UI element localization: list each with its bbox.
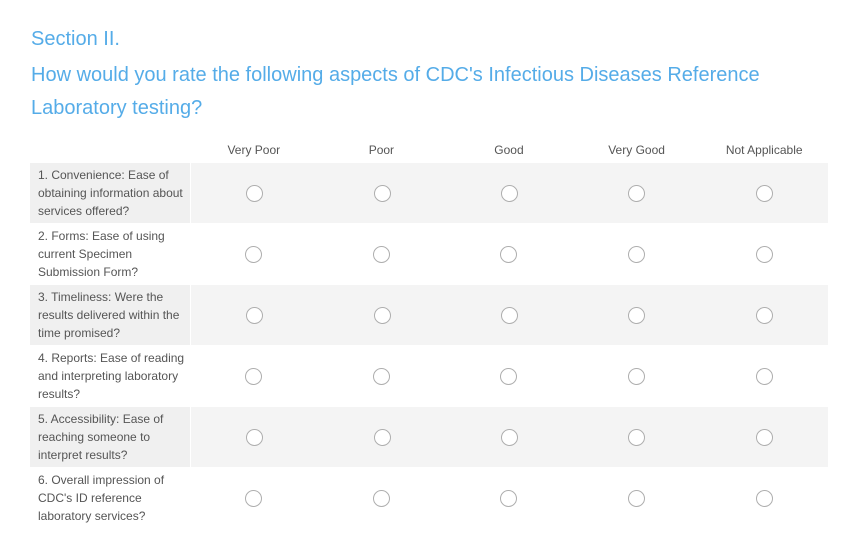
option-cell xyxy=(573,407,700,467)
radio-q3-poor[interactable] xyxy=(373,306,391,324)
option-cell xyxy=(191,285,318,345)
row-1-options xyxy=(190,163,828,223)
radio-q1-poor[interactable] xyxy=(373,184,391,202)
option-cell xyxy=(446,163,573,223)
option-cell xyxy=(318,407,445,467)
row-5-options xyxy=(190,407,828,467)
radio-q5-good[interactable] xyxy=(501,428,519,446)
radio-q1-very-good[interactable] xyxy=(628,184,646,202)
question-text: How would you rate the following aspects… xyxy=(31,64,760,119)
option-cell xyxy=(446,285,573,345)
option-cell xyxy=(191,163,318,223)
radio-q3-very-poor[interactable] xyxy=(246,306,264,324)
radio-q4-good[interactable] xyxy=(500,367,518,385)
radio-q2-poor[interactable] xyxy=(372,245,390,263)
option-cell xyxy=(445,224,573,284)
radio-q6-poor[interactable] xyxy=(372,489,390,507)
radio-q1-good[interactable] xyxy=(501,184,519,202)
matrix-row-4: 4. Reports: Ease of reading and interpre… xyxy=(30,346,828,406)
option-cell xyxy=(190,224,318,284)
option-cell xyxy=(191,407,318,467)
radio-q4-very-poor[interactable] xyxy=(245,367,263,385)
row-label-2: 2. Forms: Ease of using current Specimen… xyxy=(38,229,165,279)
row-3-options xyxy=(190,285,828,345)
matrix-row-6: 6. Overall impression of CDC's ID refere… xyxy=(30,468,828,528)
option-cell xyxy=(318,346,446,406)
option-cell xyxy=(445,346,573,406)
radio-q5-very-poor[interactable] xyxy=(246,428,264,446)
option-cell xyxy=(318,285,445,345)
radio-q3-very-good[interactable] xyxy=(628,306,646,324)
option-cell xyxy=(573,346,701,406)
column-header-good: Good xyxy=(494,142,524,157)
radio-q6-not-applicable[interactable] xyxy=(755,489,773,507)
option-cell xyxy=(700,346,828,406)
radio-q4-poor[interactable] xyxy=(372,367,390,385)
row-4-options xyxy=(190,346,828,406)
radio-q3-not-applicable[interactable] xyxy=(755,306,773,324)
row-label-4: 4. Reports: Ease of reading and interpre… xyxy=(38,351,185,401)
radio-q2-very-poor[interactable] xyxy=(245,245,263,263)
radio-q2-not-applicable[interactable] xyxy=(755,245,773,263)
row-label-5: 5. Accessibility: Ease of reaching someo… xyxy=(30,407,190,467)
row-label-6: 6. Overall impression of CDC's ID refere… xyxy=(38,473,165,523)
matrix-row-3: 3. Timeliness: Were the results delivere… xyxy=(30,285,828,345)
column-header-poor: Poor xyxy=(368,142,395,157)
option-cell xyxy=(701,163,828,223)
option-cell xyxy=(573,224,701,284)
header-columns: Very Poor Poor Good Very Good Not Applic… xyxy=(190,143,828,157)
section-title: Section II. xyxy=(31,28,120,50)
option-cell xyxy=(573,285,700,345)
option-cell xyxy=(446,407,573,467)
option-cell xyxy=(318,224,446,284)
radio-q4-very-good[interactable] xyxy=(628,367,646,385)
radio-q1-very-poor[interactable] xyxy=(246,184,264,202)
row-6-options xyxy=(190,468,828,528)
option-cell xyxy=(318,163,445,223)
radio-q6-very-poor[interactable] xyxy=(245,489,263,507)
option-cell xyxy=(700,224,828,284)
option-cell xyxy=(445,468,573,528)
matrix-header-row: Very Poor Poor Good Very Good Not Applic… xyxy=(30,136,828,163)
radio-q5-poor[interactable] xyxy=(373,428,391,446)
matrix-row-2: 2. Forms: Ease of using current Specimen… xyxy=(30,224,828,284)
radio-q3-good[interactable] xyxy=(501,306,519,324)
radio-q1-not-applicable[interactable] xyxy=(755,184,773,202)
matrix-row-1: 1. Convenience: Ease of obtaining inform… xyxy=(30,163,828,223)
row-2-options xyxy=(190,224,828,284)
option-cell xyxy=(190,468,318,528)
radio-q2-very-good[interactable] xyxy=(628,245,646,263)
option-cell xyxy=(573,468,701,528)
option-cell xyxy=(190,346,318,406)
option-cell xyxy=(318,468,446,528)
matrix-row-5: 5. Accessibility: Ease of reaching someo… xyxy=(30,407,828,467)
row-label-3: 3. Timeliness: Were the results delivere… xyxy=(30,285,190,345)
column-header-very-poor: Very Poor xyxy=(227,142,281,157)
option-cell xyxy=(701,285,828,345)
option-cell xyxy=(701,407,828,467)
radio-q5-very-good[interactable] xyxy=(628,428,646,446)
column-header-very-good: Very Good xyxy=(608,142,665,157)
radio-q4-not-applicable[interactable] xyxy=(755,367,773,385)
radio-q6-good[interactable] xyxy=(500,489,518,507)
option-cell xyxy=(573,163,700,223)
radio-q6-very-good[interactable] xyxy=(628,489,646,507)
option-cell xyxy=(700,468,828,528)
row-label-1: 1. Convenience: Ease of obtaining inform… xyxy=(30,163,190,223)
radio-q2-good[interactable] xyxy=(500,245,518,263)
radio-q5-not-applicable[interactable] xyxy=(755,428,773,446)
column-header-not-applicable: Not Applicable xyxy=(725,142,803,157)
rating-matrix: Very Poor Poor Good Very Good Not Applic… xyxy=(30,136,828,528)
